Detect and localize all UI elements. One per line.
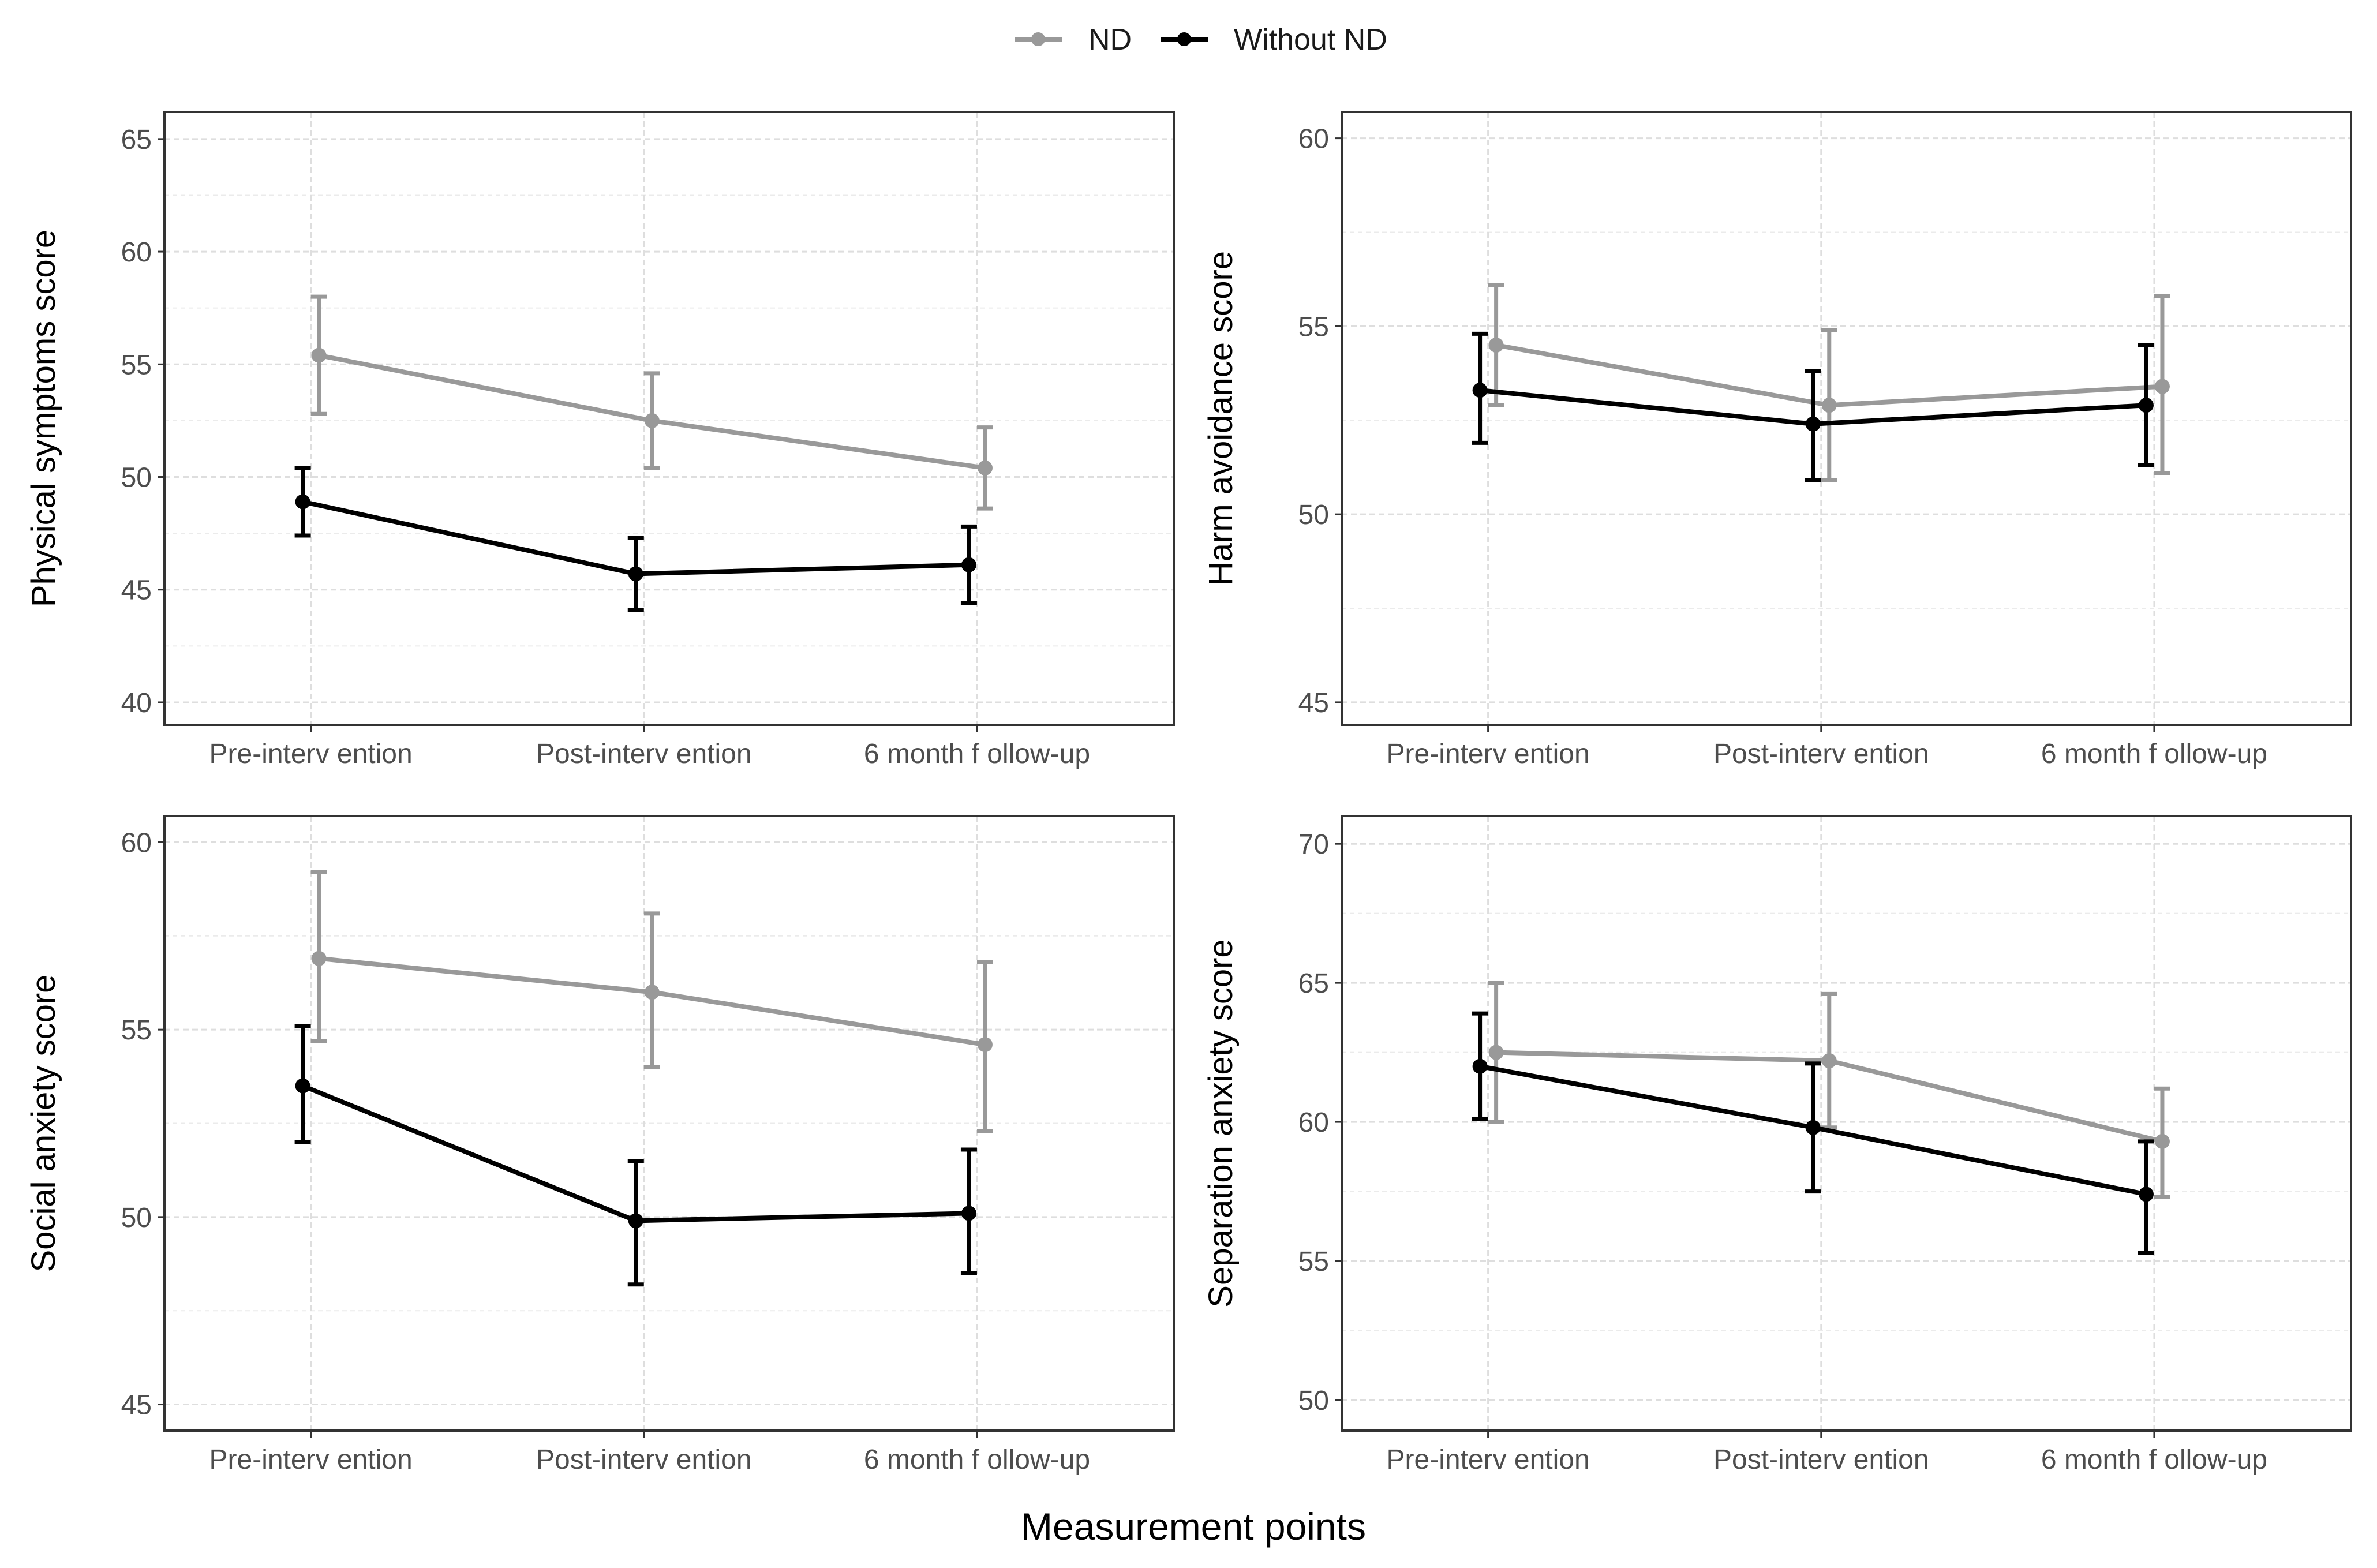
y-tick-label: 55 [121, 350, 152, 380]
panel-background [1342, 112, 2351, 725]
x-tick-label: 6 month f ollow-up [864, 1444, 1090, 1475]
data-point-without-nd [2138, 1187, 2154, 1202]
x-tick-label: Post-interv ention [536, 739, 752, 769]
data-point-nd [644, 413, 660, 428]
panel-border [1341, 111, 2352, 726]
x-tick-label: Pre-interv ention [1387, 1444, 1590, 1475]
panel-social-anxiety: 45 50 55 60 Pre-interv ention Post-interv ent… [25, 815, 1175, 1475]
y-tick-label: 60 [1298, 124, 1329, 155]
data-point-without-nd [295, 1078, 310, 1094]
panel-series [294, 870, 993, 1287]
data-point-nd [977, 460, 993, 476]
x-tick-label: Pre-interv ention [1387, 739, 1590, 769]
data-point-without-nd [961, 1206, 976, 1221]
y-tick-label: 55 [1298, 1247, 1329, 1277]
panel-separation-anxiety: 50 55 60 65 70 Pre-interv ention Post-interv e… [1202, 815, 2352, 1475]
data-point-nd [1488, 337, 1504, 353]
data-point-nd [644, 985, 660, 1000]
y-axis-label: Separation anxiety score [1202, 939, 1240, 1307]
y-axis-label: Physical symptoms score [25, 230, 62, 607]
y-tick-label: 45 [121, 575, 152, 606]
x-tick-label: 6 month f ollow-up [2041, 739, 2267, 769]
data-point-nd [1488, 1045, 1504, 1060]
data-point-nd [311, 347, 327, 363]
data-point-nd [2154, 379, 2170, 394]
x-tick-label: Post-interv ention [1713, 739, 1929, 769]
y-tick-label: 65 [121, 125, 152, 155]
panel-series [294, 294, 993, 612]
y-tick-label: 65 [1298, 968, 1329, 999]
x-tick-label: 6 month f ollow-up [864, 739, 1090, 769]
data-point-without-nd [2138, 398, 2154, 413]
x-tick-label: Post-interv ention [536, 1444, 752, 1475]
panel-axes: 50 55 60 65 70 Pre-interv ention Post-interv e… [1298, 829, 2267, 1475]
y-tick-label: 50 [1298, 1386, 1329, 1416]
panel-harm-avoidance: 45 50 55 60 Pre-interv ention Post-interv ent… [1202, 111, 2352, 769]
data-point-nd [311, 950, 327, 966]
panel-grid [164, 112, 1174, 725]
y-tick-label: 50 [121, 463, 152, 493]
data-point-without-nd [628, 566, 643, 582]
panel-background [1342, 816, 2351, 1431]
legend-nd-marker [1031, 32, 1045, 46]
x-tick-label: Pre-interv ention [209, 739, 413, 769]
y-tick-label: 70 [1298, 829, 1329, 860]
x-axis-title: Measurement points [1021, 1505, 1366, 1548]
panel-axes: 40 45 50 55 60 65 Pre-interv ention Post-interv… [121, 125, 1090, 769]
legend-nd-label: ND [1088, 23, 1132, 57]
legend-without-nd-label: Without ND [1234, 23, 1387, 57]
y-tick-label: 60 [121, 828, 152, 858]
data-point-without-nd [1805, 1120, 1821, 1135]
data-point-without-nd [1472, 1058, 1488, 1074]
panel-grid [1342, 816, 2351, 1431]
panel-grid [1342, 112, 2351, 725]
y-tick-label: 60 [121, 237, 152, 268]
data-point-without-nd [1805, 416, 1821, 432]
data-point-nd [1821, 398, 1837, 413]
panel-axes: 45 50 55 60 Pre-interv ention Post-interv ent… [121, 828, 1090, 1475]
data-point-without-nd [628, 1213, 643, 1229]
panel-axes: 45 50 55 60 Pre-interv ention Post-interv ent… [1298, 124, 2267, 769]
panel-background [164, 112, 1174, 725]
legend-without-nd-marker [1177, 32, 1191, 46]
y-tick-label: 40 [121, 688, 152, 718]
y-tick-label: 50 [1298, 500, 1329, 530]
panel-border [163, 111, 1175, 726]
data-point-without-nd [961, 557, 976, 572]
x-tick-label: Post-interv ention [1713, 1444, 1929, 1475]
y-tick-label: 55 [1298, 312, 1329, 342]
y-tick-label: 60 [1298, 1107, 1329, 1138]
y-tick-label: 50 [121, 1203, 152, 1233]
data-point-nd [2154, 1133, 2170, 1149]
x-tick-label: Pre-interv ention [209, 1444, 413, 1475]
panel-border [163, 815, 1175, 1432]
y-axis-label: Harm avoidance score [1202, 251, 1240, 586]
y-tick-label: 45 [121, 1390, 152, 1421]
y-tick-label: 55 [121, 1015, 152, 1046]
data-point-without-nd [295, 494, 310, 510]
panel-series [1472, 283, 2170, 483]
y-axis-label: Social anxiety score [25, 975, 62, 1273]
panel-border [1341, 815, 2352, 1432]
y-tick-label: 45 [1298, 688, 1329, 718]
data-point-without-nd [1472, 383, 1488, 398]
data-point-nd [1821, 1053, 1837, 1069]
panel-grid [164, 816, 1174, 1431]
panel-physical-symptoms: 40 45 50 55 60 65 Pre-interv ention Post-interv… [25, 111, 1175, 769]
data-point-nd [977, 1037, 993, 1053]
legend: ND Without ND [1015, 23, 1387, 57]
panel-series [1472, 981, 2170, 1255]
x-tick-label: 6 month f ollow-up [2041, 1444, 2267, 1475]
